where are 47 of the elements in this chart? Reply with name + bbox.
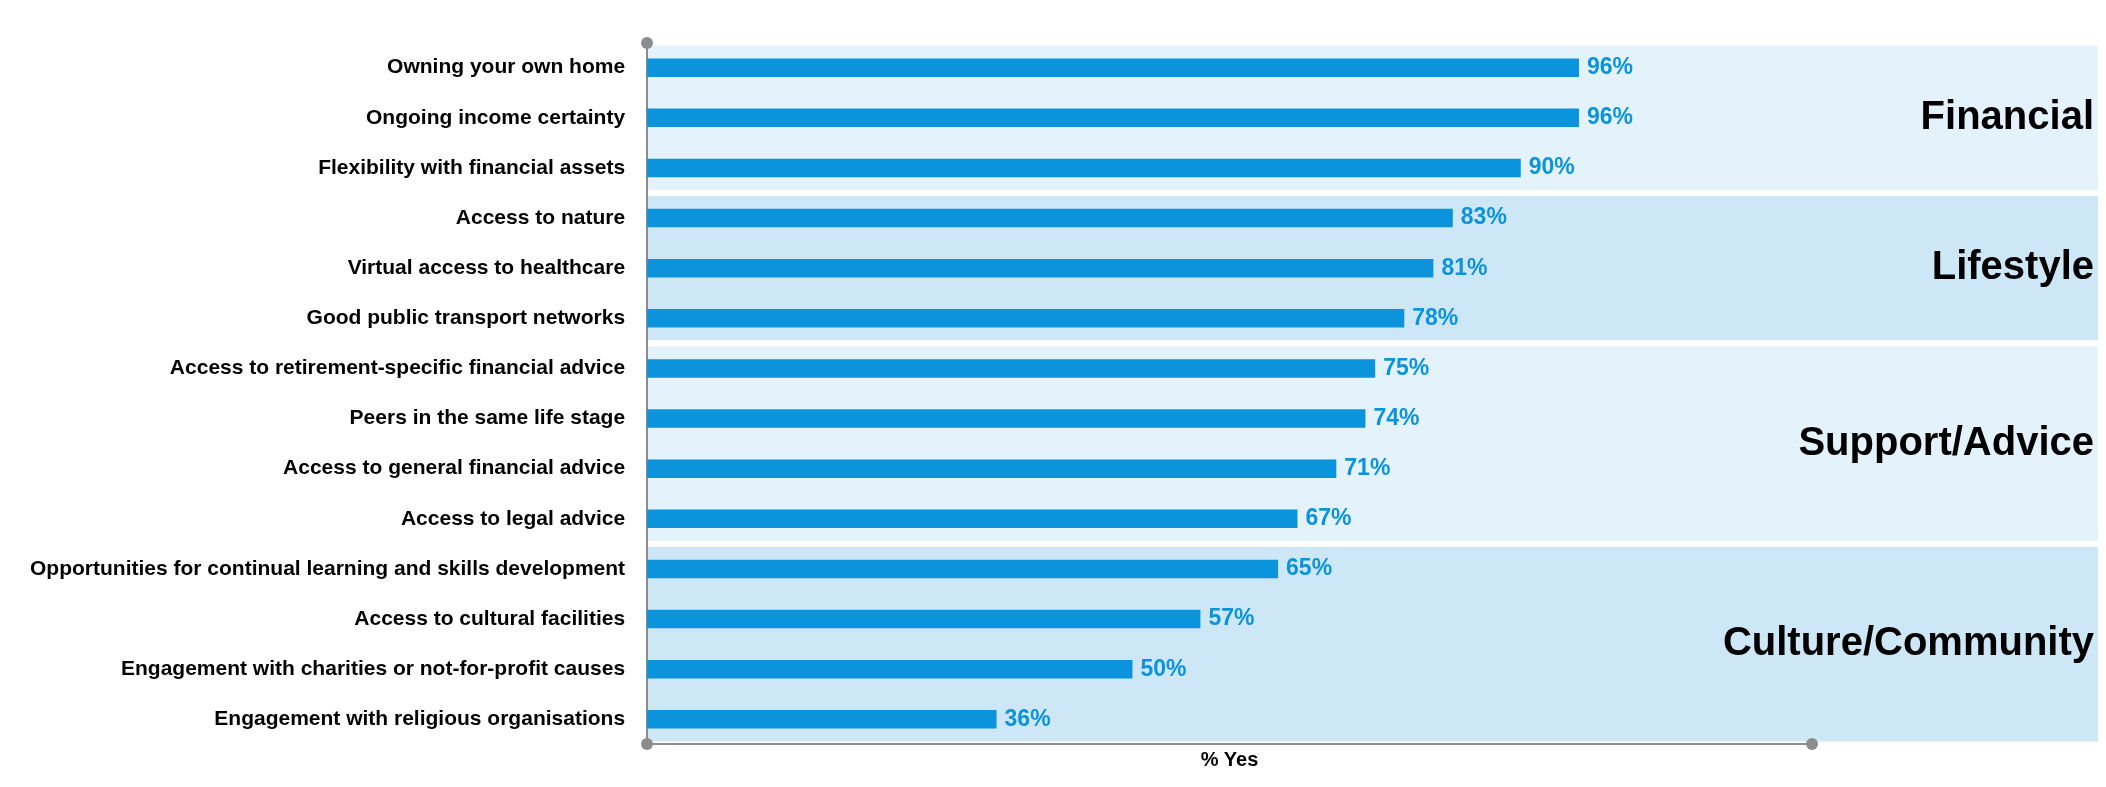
bar (647, 58, 1580, 77)
data-label: 65% (1286, 554, 1333, 581)
band-label: Financial (1920, 92, 2094, 137)
y-tick-label: Opportunities for continual learning and skills development (30, 555, 626, 579)
y-tick-label: Good public transport networks (306, 305, 626, 329)
data-label: 57% (1208, 604, 1255, 631)
bar (647, 208, 1453, 228)
bar (647, 659, 1133, 679)
bar (647, 409, 1366, 428)
data-label: 36% (1004, 704, 1051, 731)
y-tick-label: Access to nature (455, 204, 626, 228)
bar (647, 509, 1298, 529)
y-tick-label: Access to cultural facilities (354, 605, 626, 629)
bar (647, 108, 1580, 128)
y-tick-label: Access to legal advice (400, 505, 626, 529)
band-label: Lifestyle (1931, 243, 2094, 288)
y-tick-label: Access to general financial advice (283, 455, 626, 479)
data-label: 71% (1344, 454, 1391, 481)
bar (647, 258, 1434, 278)
band-label: Culture/Community (1722, 619, 2095, 664)
data-label: 74% (1373, 403, 1420, 430)
data-label: 83% (1460, 203, 1507, 230)
y-tick-label: Ongoing income certainty (366, 104, 626, 128)
bar (647, 359, 1376, 378)
y-tick-label: Engagement with charities or not-for-profit causes (121, 656, 626, 679)
y-tick-label: Owning your own home (387, 54, 626, 78)
data-label: 96% (1587, 53, 1634, 80)
data-label: 81% (1441, 253, 1488, 280)
band-label: Support/Advice (1798, 418, 2094, 463)
y-tick-label: Access to retirement-specific financial advice (169, 355, 626, 379)
y-tick-label: Peers in the same life stage (349, 405, 626, 429)
bar (647, 158, 1521, 178)
data-label: 90% (1528, 153, 1575, 180)
bar (647, 609, 1201, 629)
bar (647, 710, 997, 729)
data-label: 50% (1140, 654, 1187, 681)
x-axis-title: % Yes (1200, 747, 1259, 770)
data-label: 96% (1587, 103, 1634, 130)
data-label: 78% (1412, 303, 1459, 330)
data-label: 67% (1305, 504, 1352, 531)
bar (647, 309, 1405, 328)
bar (647, 459, 1337, 478)
y-tick-label: Flexibility with financial assets (318, 154, 626, 178)
bar (647, 559, 1279, 579)
y-tick-label: Engagement with religious organisations (214, 706, 626, 730)
y-tick-label: Virtual access to healthcare (347, 254, 626, 278)
data-label: 75% (1383, 353, 1430, 380)
